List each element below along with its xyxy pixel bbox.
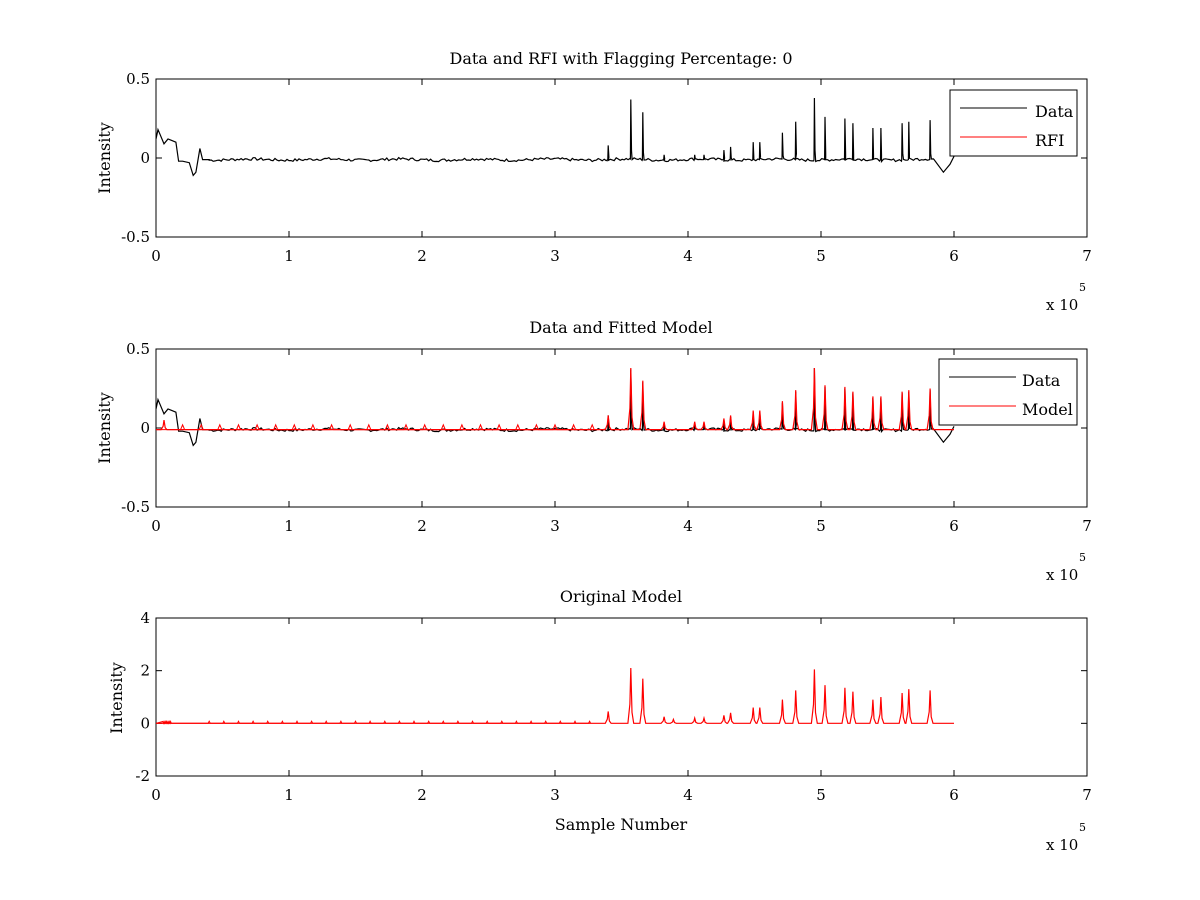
x-tick-label: 3: [550, 786, 560, 804]
panel-1-plot-area: 0 1 2 3 4 5 6 7-0.500.5: [121, 70, 1092, 265]
panel-1: Data and RFI with Flagging Percentage: 0…: [95, 49, 1092, 314]
panel-3-ylabel: Intensity: [107, 662, 126, 734]
y-tick-label: 0: [140, 149, 150, 167]
series-model-line: [156, 367, 954, 431]
panel-1-legend: Data RFI: [949, 89, 1078, 157]
x-tick-label: 7: [1082, 247, 1092, 265]
panel-2-title: Data and Fitted Model: [529, 318, 712, 337]
panel-3-x-multiplier: x 10: [1046, 836, 1078, 854]
panel-1-ylabel: Intensity: [95, 122, 114, 194]
panel-2-ylabel: Intensity: [95, 392, 114, 464]
panel-2-legend: Data Model: [938, 358, 1078, 426]
x-tick-label: 2: [417, 517, 427, 535]
y-tick-label: -0.5: [121, 228, 150, 246]
x-tick-label: 1: [284, 517, 294, 535]
panel-1-legend-box: [949, 89, 1078, 157]
x-tick-label: 0: [151, 517, 161, 535]
x-tick-label: 6: [949, 786, 959, 804]
panel-1-x-multiplier-exponent: 5: [1079, 281, 1086, 294]
x-tick-label: 5: [816, 786, 826, 804]
panel-3-x-multiplier-exponent: 5: [1079, 821, 1086, 834]
x-tick-label: 1: [284, 247, 294, 265]
y-tick-label: 0: [140, 714, 150, 732]
x-tick-label: 0: [151, 786, 161, 804]
x-tick-label: 1: [284, 786, 294, 804]
y-tick-label: -0.5: [121, 498, 150, 516]
panel-3-axes-frame: [155, 617, 1088, 777]
series-data-line: [155, 97, 955, 177]
x-tick-label: 4: [683, 786, 693, 804]
panel-2: Data and Fitted Model Intensity 0 1 2 3 4 5 6 7…: [95, 318, 1092, 584]
y-tick-label: 0.5: [126, 340, 150, 358]
x-tick-label: 0: [151, 247, 161, 265]
x-tick-label: 7: [1082, 786, 1092, 804]
x-tick-label: 6: [949, 247, 959, 265]
panel-3-xlabel: Sample Number: [555, 815, 688, 834]
y-tick-label: 0: [140, 419, 150, 437]
x-tick-label: 2: [417, 247, 427, 265]
panel-2-legend-data-label: Data: [1022, 371, 1061, 390]
panel-2-x-multiplier: x 10: [1046, 566, 1078, 584]
x-tick-label: 5: [816, 517, 826, 535]
series-model-line: [156, 667, 954, 724]
panel-1-legend-data-label: Data: [1035, 102, 1074, 121]
y-tick-label: -2: [135, 767, 150, 785]
x-tick-label: 3: [550, 517, 560, 535]
panel-1-title: Data and RFI with Flagging Percentage: 0: [449, 49, 792, 68]
panel-1-legend-rfi-label: RFI: [1035, 131, 1064, 150]
x-tick-label: 7: [1082, 517, 1092, 535]
x-tick-label: 2: [417, 786, 427, 804]
panel-1-x-multiplier: x 10: [1046, 296, 1078, 314]
panel-2-legend-box: [938, 358, 1078, 426]
panel-3-title: Original Model: [560, 587, 682, 606]
y-tick-label: 0.5: [126, 70, 150, 88]
x-tick-label: 6: [949, 517, 959, 535]
x-tick-label: 3: [550, 247, 560, 265]
x-tick-label: 4: [683, 247, 693, 265]
x-tick-label: 4: [683, 517, 693, 535]
y-tick-label: 2: [140, 662, 150, 680]
x-tick-label: 5: [816, 247, 826, 265]
y-tick-label: 4: [140, 609, 150, 627]
panel-2-x-multiplier-exponent: 5: [1079, 551, 1086, 564]
panel-2-legend-model-label: Model: [1022, 400, 1073, 419]
panel-2-plot-area: 0 1 2 3 4 5 6 7-0.500.5: [121, 340, 1092, 535]
